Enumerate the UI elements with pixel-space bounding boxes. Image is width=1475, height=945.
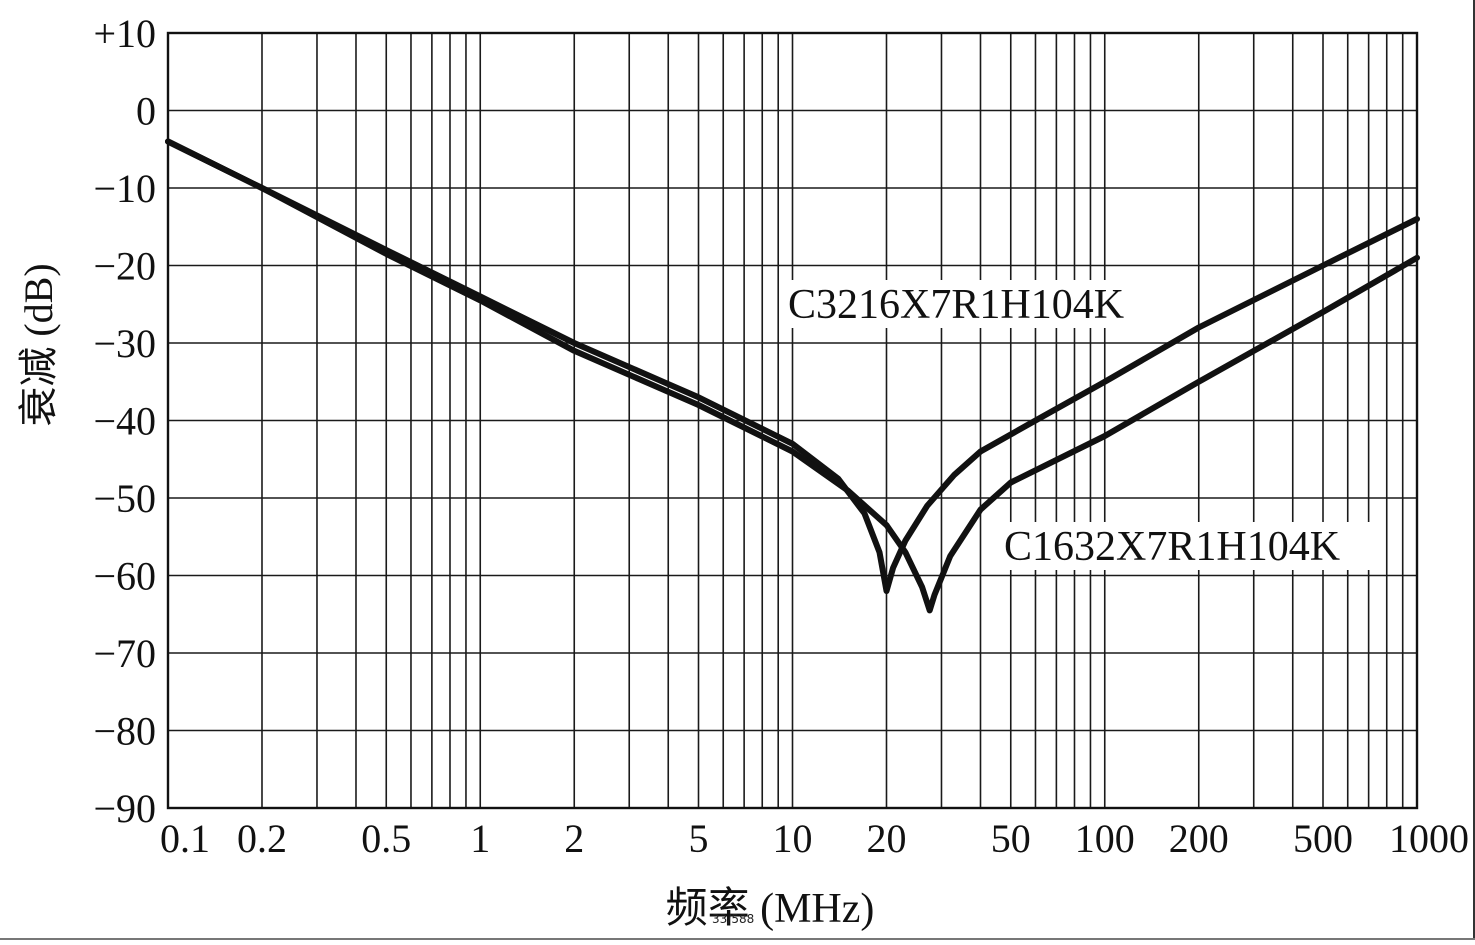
y-tick-label: −30 (93, 321, 156, 366)
y-tick-label: −70 (93, 631, 156, 676)
x-tick-label: 20 (866, 816, 906, 861)
x-tick-label: 10 (773, 816, 813, 861)
x-tick-label: 0.5 (361, 816, 411, 861)
y-tick-label: −20 (93, 244, 156, 289)
y-axis-title: 衰减 (dB) (16, 263, 61, 426)
series-annotation-bg (782, 280, 1156, 328)
series-line-C1632X7R1H104K (165, 138, 1420, 614)
x-tick-label: 5 (689, 816, 709, 861)
axis-layer: +10 0 −10 −20 −30 −40 −50 −60 −70 −80 −900.1 0.2 0.5… (93, 11, 1469, 861)
grid-layer (168, 32, 1417, 809)
x-tick-label: 500 (1293, 816, 1353, 861)
y-tick-label: −60 (93, 554, 156, 599)
x-tick-label: 1000 (1389, 816, 1469, 861)
y-tick-label: +10 (93, 11, 156, 56)
y-tick-label: −90 (93, 786, 156, 831)
bottom-frame-edge (0, 938, 1475, 940)
page-indicator: 33/588 (712, 912, 755, 926)
y-tick-label: −40 (93, 399, 156, 444)
y-tick-label: −10 (93, 166, 156, 211)
x-tick-label: 0.2 (237, 816, 287, 861)
x-axis-title: 频率 (MHz) (666, 885, 875, 932)
x-tick-label: 100 (1075, 816, 1135, 861)
x-tick-label: 50 (991, 816, 1031, 861)
series-annotation-bg (998, 522, 1372, 570)
series-layer (165, 138, 1420, 614)
series-line-C3216X7R1H104K (165, 138, 1420, 594)
series-annotation: C3216X7R1H104K (788, 282, 1124, 328)
label-layer: C3216X7R1H104K C1632X7R1H104K 频率 (MHz) 衰减 (… (16, 263, 1372, 932)
x-tick-label: 1 (470, 816, 490, 861)
y-tick-label: −80 (93, 709, 156, 754)
y-tick-label: −50 (93, 476, 156, 521)
series-annotation: C1632X7R1H104K (1004, 524, 1340, 570)
x-tick-label: 2 (564, 816, 584, 861)
x-tick-label: 0.1 (160, 816, 210, 861)
x-tick-label: 200 (1169, 816, 1229, 861)
right-frame-edge (1473, 0, 1475, 940)
plot-frame (166, 31, 1419, 810)
y-tick-label: 0 (136, 89, 156, 134)
